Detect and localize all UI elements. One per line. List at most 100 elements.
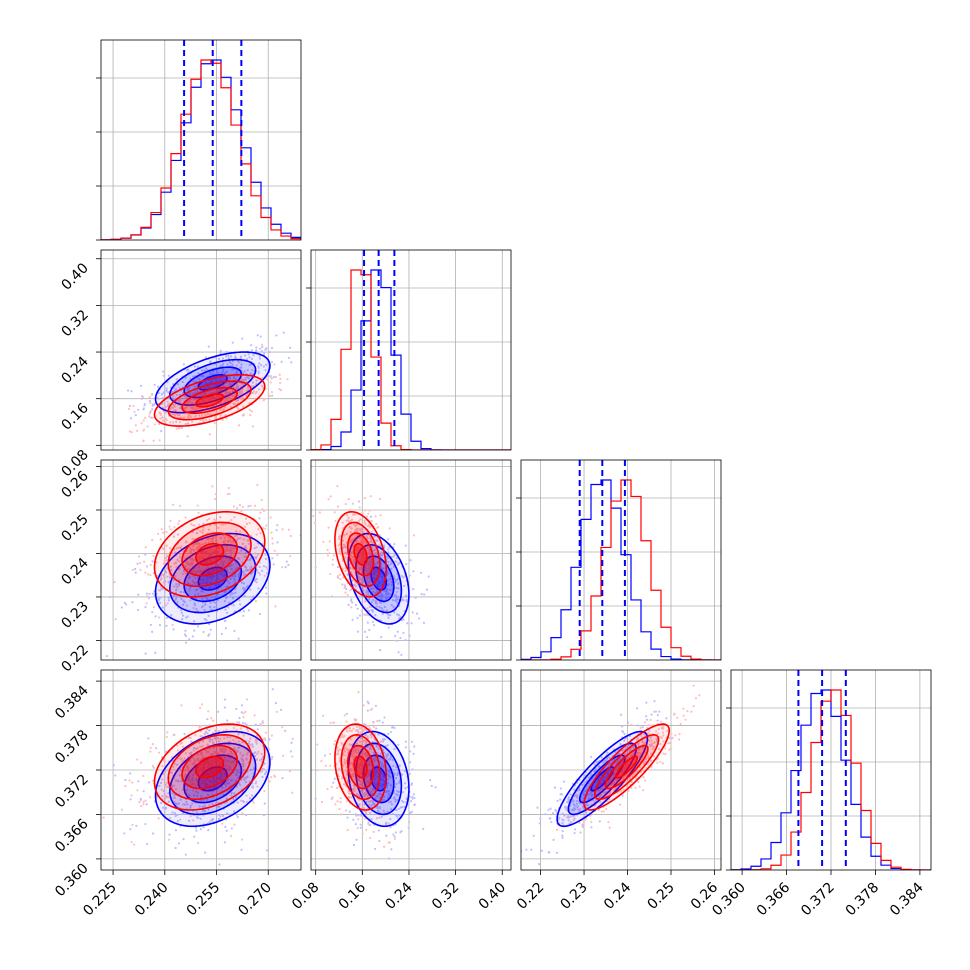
scatter-point [245,723,249,727]
scatter-point [220,561,223,564]
scatter-point [249,566,253,569]
scatter-point [403,584,406,588]
scatter-point [263,574,266,577]
scatter-point [175,393,178,397]
scatter-point [394,800,397,803]
scatter-point [192,570,195,574]
scatter-point [361,753,364,756]
scatter-point [373,802,376,805]
scatter-point [219,516,222,519]
scatter-point [218,408,222,411]
scatter-point [196,753,199,756]
scatter-point [204,851,207,854]
scatter-point [394,560,397,563]
scatter-point [387,822,390,825]
scatter-point [193,602,196,605]
scatter-point [404,746,407,749]
contour-line [169,543,257,614]
scatter-point [194,826,198,830]
scatter-point [191,407,194,410]
scatter-point [270,758,273,761]
scatter-point [249,504,252,507]
scatter-point [220,558,223,561]
scatter-point [130,431,133,434]
scatter-point [342,576,345,579]
density-fill [184,556,242,602]
scatter-point [192,579,195,583]
density-fill [169,359,256,406]
scatter-point [242,712,245,715]
scatter-point [194,785,197,788]
density-fill [182,387,238,414]
scatter-point [363,807,366,810]
scatter-point [164,750,168,753]
scatter-point [186,568,189,571]
scatter-point [185,604,189,607]
scatter-point [219,748,222,751]
density-group [314,691,437,860]
scatter-point [151,538,154,542]
scatter-point [176,533,180,536]
scatter-point [209,524,212,527]
scatter-point [376,720,379,723]
scatter-point [191,776,194,779]
scatter-point [235,567,238,571]
scatter-point [158,784,161,788]
scatter-point [399,806,402,809]
scatter-point [231,592,234,595]
scatter-point [120,808,124,811]
scatter-point [405,563,408,566]
scatter-point [216,777,219,780]
scatter-point [353,718,356,721]
scatter-point [134,571,137,574]
scatter-point [350,527,353,530]
scatter-point [389,613,392,617]
scatter-point [341,583,344,586]
scatter-point [375,599,378,602]
scatter-point [136,789,139,792]
scatter-point [214,493,217,496]
scatter-point [149,796,152,799]
scatter-point [236,815,239,819]
scatter-point [241,542,244,546]
scatter-point [129,417,133,420]
contours-blue [154,730,271,828]
scatter-point [251,786,254,789]
scatter-point [204,542,208,545]
contour-line [154,532,271,625]
scatter-point [241,587,245,590]
scatter-point [235,773,238,777]
scatter-point [259,511,262,514]
scatter-point [211,370,215,373]
scatter-point [350,606,353,609]
scatter-point [142,407,145,410]
scatter-point [336,565,340,569]
scatter-point [366,621,369,624]
scatter-point [396,598,399,601]
scatter-point [241,812,244,815]
scatter-point [348,743,351,746]
scatter-point [559,787,563,790]
scatter-point [225,350,228,353]
scatter-point [201,597,204,601]
scatter-point [386,782,390,785]
density-fill [182,745,238,789]
scatter-point [351,550,354,553]
scatter-point [219,365,222,368]
scatter-point [207,386,210,390]
scatter-point [144,652,147,655]
scatter-point [419,571,423,574]
scatter-point [180,426,184,430]
scatter-point [244,722,247,725]
scatter-point [212,395,216,399]
scatter-point [149,401,152,405]
scatter-point [206,538,210,541]
scatter-point [175,378,178,381]
scatter-point [261,345,264,349]
scatter-point [372,535,376,538]
scatter-point [175,589,178,592]
scatter-point [200,578,203,582]
scatter-point [227,769,231,772]
scatter-point [270,734,273,737]
scatter-point [398,814,401,817]
